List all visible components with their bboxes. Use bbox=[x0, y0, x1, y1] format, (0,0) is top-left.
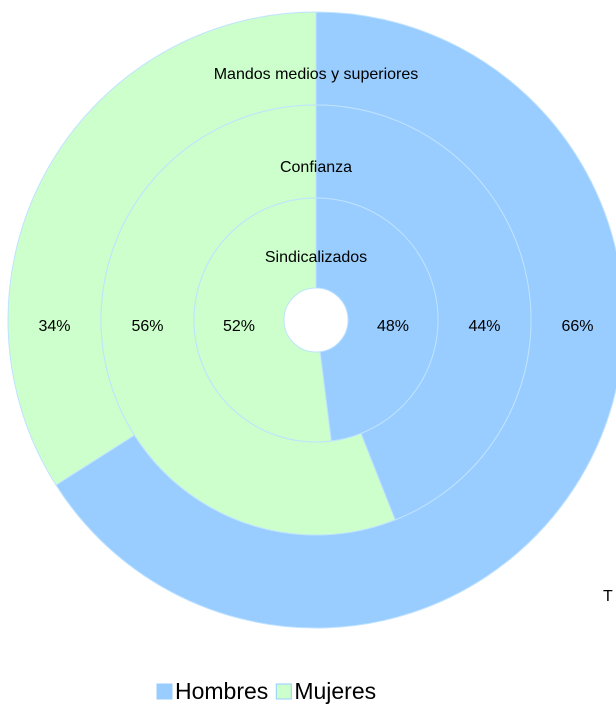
legend: Hombres Mujeres bbox=[156, 678, 376, 704]
value-label: 44% bbox=[468, 318, 500, 335]
ring-label: Mandos medios y superiores bbox=[214, 66, 419, 83]
ring-label: Sindicalizados bbox=[265, 249, 367, 266]
donut-segment bbox=[193, 197, 332, 443]
legend-swatch bbox=[275, 683, 292, 700]
legend-label: Hombres bbox=[175, 678, 268, 704]
value-label: 66% bbox=[561, 318, 593, 335]
value-label: 52% bbox=[223, 318, 255, 335]
legend-label: Mujeres bbox=[294, 678, 376, 704]
donut-segment bbox=[315, 197, 439, 442]
value-label: 48% bbox=[377, 318, 409, 335]
ring-label: Confianza bbox=[280, 159, 352, 176]
annotation: T bbox=[603, 588, 613, 605]
legend-swatch bbox=[156, 683, 173, 700]
value-label: 34% bbox=[38, 318, 70, 335]
value-label: 56% bbox=[131, 318, 163, 335]
